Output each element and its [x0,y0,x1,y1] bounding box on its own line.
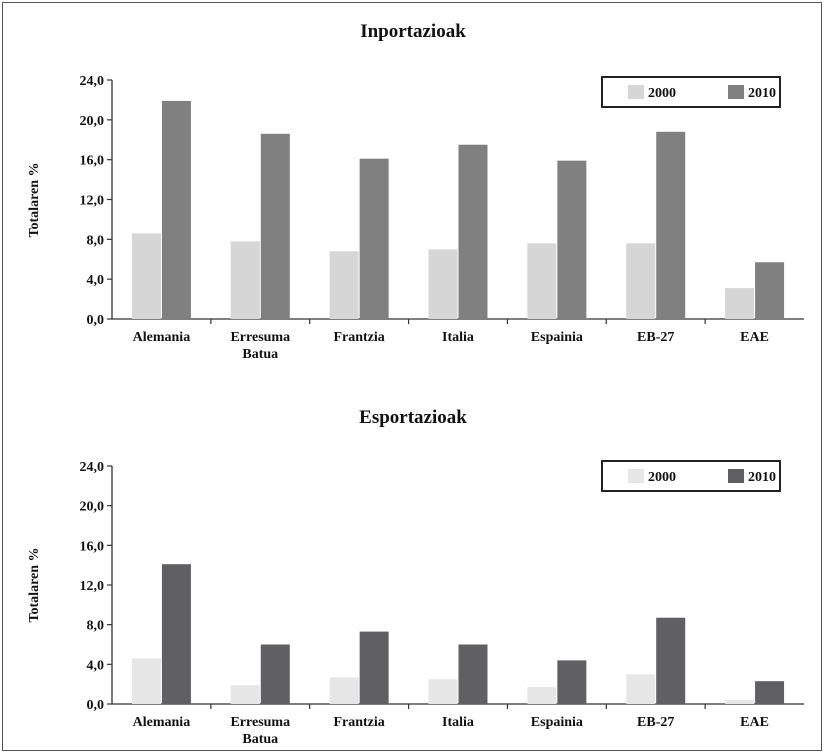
bar-2000-italia [428,679,458,704]
bar-2000-erresuma-batua [230,685,260,704]
legend: 2000 2010 [601,460,781,492]
y-tick-label: 0,0 [87,313,105,328]
y-tick-label: 4,0 [87,273,105,288]
y-tick-label: 12,0 [80,579,105,594]
y-tick-label: 24,0 [80,74,105,89]
bar-2010-frantzia [359,158,389,319]
x-tick-label: Frantzia [333,330,384,345]
y-tick-label: 16,0 [80,154,105,169]
bar-2010-erresuma-batua [260,644,290,704]
y-tick-label: 20,0 [80,500,105,515]
bar-2010-eb-27 [656,131,686,319]
legend-label-2000: 2000 [648,86,676,101]
legend-label-2000: 2000 [648,470,676,485]
bar-2000-eb-27 [626,674,656,704]
y-tick-label: 12,0 [80,194,105,209]
x-tick-label: Frantzia [333,715,384,730]
chart-title: Inportazioak [360,21,466,42]
legend-swatch-2000 [628,85,644,99]
x-tick-label: Erresuma Batua [230,330,290,362]
x-tick-label: Italia [442,330,474,345]
bar-2010-erresuma-batua [260,133,290,319]
x-tick-label: Alemania [133,715,191,730]
y-axis-label: Totalaren % [27,547,42,622]
chart-title: Esportazioak [359,407,467,428]
bar-2000-eae [725,288,755,319]
x-tick-label: Espainia [531,330,583,345]
bar-2010-alemania [161,564,191,704]
legend-label-2010: 2010 [748,86,776,101]
bar-2010-italia [458,144,488,319]
bar-2000-eae [725,700,755,704]
legend-label-2010: 2010 [748,470,776,485]
bar-2000-alemania [131,658,161,704]
bar-2010-espainia [557,160,587,319]
bar-2010-eae [755,681,785,704]
bar-2010-frantzia [359,631,389,704]
y-tick-label: 16,0 [80,539,105,554]
bar-2010-eb-27 [656,617,686,704]
bar-2010-italia [458,644,488,704]
y-tick-label: 8,0 [87,233,105,248]
x-tick-label: Italia [442,715,474,730]
legend-swatch-2010 [728,469,744,483]
y-tick-label: 20,0 [80,114,105,129]
bar-2000-espainia [527,687,557,704]
legend: 2000 2010 [601,76,781,108]
bar-2000-italia [428,249,458,319]
legend-swatch-2000 [628,469,644,483]
bar-2000-eb-27 [626,243,656,319]
y-tick-label: 0,0 [87,698,105,713]
bar-2000-frantzia [329,677,359,704]
y-axis-label: Totalaren % [27,162,42,237]
bar-2010-eae [755,262,785,319]
chart-imports: Inportazioak Totalaren % 0,0 4,0 8,0 12,0 16,0… [27,21,804,362]
y-tick-label: 4,0 [87,658,105,673]
x-tick-label: Espainia [531,715,583,730]
x-tick-label: EB-27 [637,715,674,730]
bar-2010-espainia [557,660,587,704]
bar-2000-erresuma-batua [230,241,260,319]
bar-2000-espainia [527,243,557,319]
x-tick-label: EAE [740,330,769,345]
x-tick-label: Erresuma Batua [230,715,290,747]
bar-2000-frantzia [329,251,359,319]
chart-exports: Esportazioak Totalaren % 0,0 4,0 8,0 12,0 16,0… [27,407,804,747]
legend-swatch-2010 [728,85,744,99]
bar-2010-alemania [161,100,191,319]
x-tick-label: Alemania [133,330,191,345]
y-tick-label: 8,0 [87,619,105,634]
x-tick-label: EAE [740,715,769,730]
x-tick-label: EB-27 [637,330,674,345]
y-tick-label: 24,0 [80,460,105,475]
bar-2000-alemania [131,233,161,319]
